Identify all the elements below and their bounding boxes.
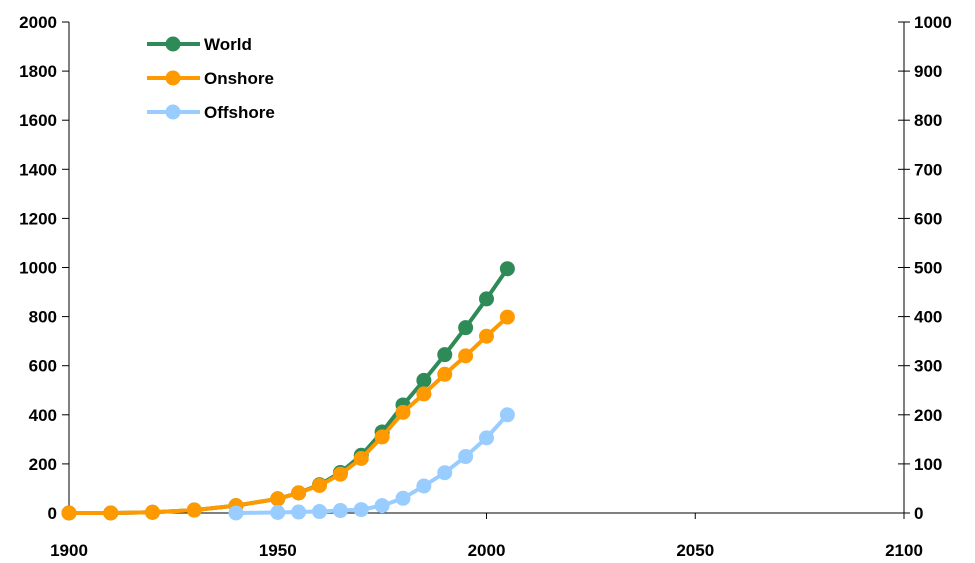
data-point-onshore	[312, 478, 327, 494]
data-point-onshore	[270, 491, 286, 507]
data-point-offshore	[395, 490, 411, 506]
y-left-tick-label: 1000	[19, 259, 57, 278]
legend-swatch-marker	[165, 36, 181, 52]
x-tick-label: 2050	[676, 541, 714, 560]
legend-item-onshore: Onshore	[147, 69, 274, 88]
data-point-offshore	[291, 504, 307, 520]
legend-swatch-marker	[165, 104, 181, 120]
data-point-world	[499, 261, 515, 277]
data-point-offshore	[353, 502, 369, 518]
y-right-tick-label: 800	[914, 111, 942, 130]
y-right-tick-label: 900	[914, 62, 942, 81]
y-right-tick-label: 100	[914, 455, 942, 474]
legend-label: Onshore	[204, 69, 274, 88]
y-right-tick-label: 600	[914, 209, 942, 228]
y-left-tick-label: 400	[29, 406, 57, 425]
data-point-offshore	[479, 430, 494, 446]
data-point-offshore	[437, 465, 453, 481]
data-point-onshore	[61, 505, 77, 521]
series-world	[61, 261, 515, 521]
legend-swatch-marker	[165, 70, 181, 86]
data-point-onshore	[437, 366, 453, 382]
data-point-onshore	[395, 404, 411, 420]
legend-label: World	[204, 35, 252, 54]
data-point-offshore	[374, 498, 390, 514]
data-point-onshore	[103, 505, 119, 521]
data-point-onshore	[479, 328, 494, 344]
y-right-tick-label: 1000	[914, 13, 952, 32]
data-point-onshore	[145, 504, 160, 520]
x-tick-label: 1900	[50, 541, 88, 560]
y-left-tick-label: 1200	[19, 209, 57, 228]
y-left-tick-label: 200	[29, 455, 57, 474]
y-right-tick-label: 0	[914, 504, 923, 523]
series-line-onshore	[67, 315, 510, 515]
data-point-onshore	[353, 450, 369, 466]
series-layer	[61, 261, 515, 521]
data-point-onshore	[416, 386, 432, 402]
y-right-tick-label: 700	[914, 160, 942, 179]
data-point-onshore	[332, 466, 348, 482]
y-left-tick-label: 1800	[19, 62, 57, 81]
data-point-onshore	[499, 309, 515, 325]
legend: World Onshore Offshore	[147, 35, 275, 122]
data-point-world	[416, 372, 432, 388]
x-tick-label: 1950	[259, 541, 297, 560]
data-point-onshore	[186, 502, 202, 518]
legend-item-offshore: Offshore	[147, 103, 275, 122]
x-tick-label: 2100	[885, 541, 923, 560]
y-left-tick-label: 2000	[19, 13, 57, 32]
axes: 0 200 400 600 800 1000 1200 1400 1600 1800 2000 0 10…	[19, 13, 952, 560]
y-left-tick-label: 1400	[19, 160, 57, 179]
y-right-tick-label: 200	[914, 406, 942, 425]
data-point-world	[479, 291, 494, 307]
data-point-offshore	[228, 505, 244, 521]
data-point-onshore	[291, 485, 307, 501]
series-offshore	[228, 407, 515, 521]
y-left-tick-label: 600	[29, 357, 57, 376]
data-point-offshore	[270, 505, 286, 521]
legend-label: Offshore	[204, 103, 275, 122]
data-point-world	[437, 347, 453, 363]
y-left-tick-label: 800	[29, 308, 57, 327]
x-tick-label: 2000	[468, 541, 506, 560]
y-left-tick-label: 0	[48, 504, 57, 523]
y-right-tick-label: 500	[914, 259, 942, 278]
data-point-world	[458, 320, 474, 336]
series-onshore	[61, 309, 515, 521]
data-point-offshore	[458, 449, 474, 465]
data-point-offshore	[499, 407, 515, 423]
y-right-tick-label: 400	[914, 308, 942, 327]
data-point-offshore	[312, 504, 327, 520]
legend-item-world: World	[147, 35, 252, 54]
y-left-tick-label: 1600	[19, 111, 57, 130]
y-right-tick-label: 300	[914, 357, 942, 376]
data-point-onshore	[374, 429, 390, 445]
data-point-offshore	[416, 478, 432, 494]
data-point-onshore	[458, 348, 474, 364]
data-point-offshore	[332, 503, 348, 519]
